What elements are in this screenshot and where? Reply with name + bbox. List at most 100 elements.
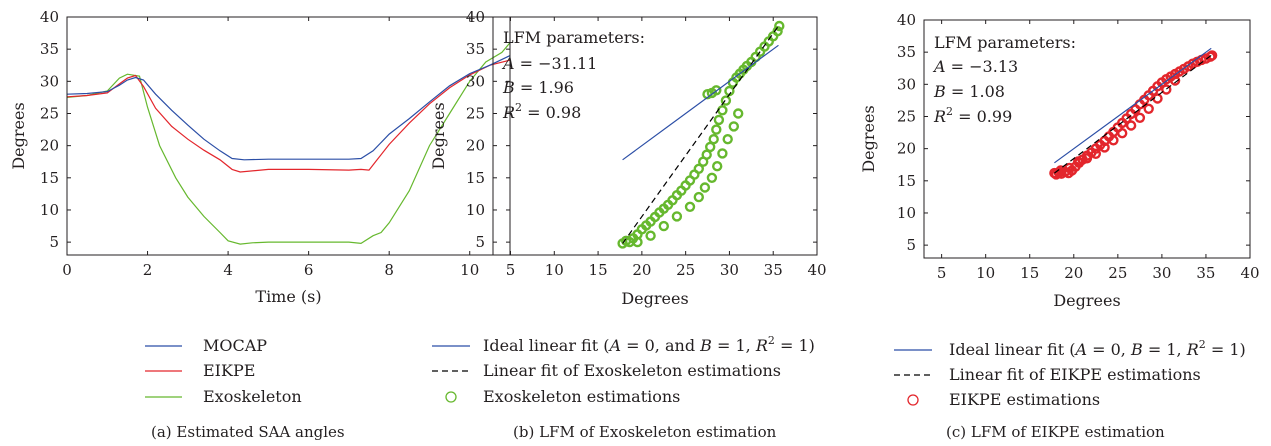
panel-c-caption: (c) LFM of EIKPE estimation bbox=[946, 423, 1165, 441]
panel-a: 0 2 4 6 8 10 5 10 15 20 25 30 35 40 Time (s) Degrees… bbox=[9, 8, 511, 441]
scatter-point bbox=[774, 20, 785, 32]
y-tick-label: 15 bbox=[897, 172, 916, 190]
scatter-point bbox=[1206, 50, 1218, 61]
panel-b-annotation-title: LFM parameters: bbox=[503, 28, 645, 47]
linear-fit-line bbox=[1054, 54, 1212, 174]
scatter-point bbox=[693, 163, 704, 175]
panel-a-legend: MOCAP EIKPE Exoskeleton bbox=[145, 336, 302, 406]
panel-b-plot-area bbox=[492, 16, 818, 256]
x-tick-label: 30 bbox=[720, 261, 739, 279]
panel-a-ylabel: Degrees bbox=[9, 102, 28, 169]
scatter-point bbox=[658, 220, 669, 232]
y-tick-label: 5 bbox=[906, 236, 916, 254]
panel-c-ylabel: Degrees bbox=[859, 105, 878, 172]
x-tick-label: 2 bbox=[143, 261, 153, 279]
y-tick-label: 20 bbox=[897, 140, 916, 158]
panel-b-annotation-b: B = 1.96 bbox=[502, 78, 574, 97]
panel-b-legend: Ideal linear fit (A = 0, and B = 1, R2 =… bbox=[432, 334, 815, 406]
panel-a-y-ticks: 5 10 15 20 25 30 35 40 bbox=[40, 8, 510, 251]
y-tick-label: 40 bbox=[466, 8, 485, 26]
scatter-point bbox=[1161, 84, 1172, 95]
scatter-point bbox=[1072, 156, 1084, 167]
y-tick-label: 10 bbox=[40, 201, 59, 219]
x-tick-label: 20 bbox=[632, 261, 651, 279]
scatter-point bbox=[772, 26, 783, 37]
x-tick-label: 35 bbox=[1196, 264, 1215, 282]
y-tick-label: 35 bbox=[466, 40, 485, 58]
scatter-point bbox=[1143, 103, 1154, 115]
panel-c-marks-group bbox=[1049, 47, 1218, 180]
panel-a-series-group bbox=[67, 42, 510, 245]
panel-b-x-ticks: 5 10 15 20 25 30 35 40 bbox=[506, 17, 827, 279]
y-tick-label: 35 bbox=[40, 40, 59, 58]
y-tick-label: 25 bbox=[897, 107, 916, 125]
scatter-point bbox=[717, 105, 728, 116]
y-tick-label: 25 bbox=[40, 104, 59, 122]
panel-a-caption: (a) Estimated SAA angles bbox=[151, 423, 345, 441]
scatter-point bbox=[717, 148, 728, 159]
x-tick-label: 10 bbox=[460, 261, 479, 279]
panel-b-marks-group bbox=[617, 20, 785, 249]
panel-b-axes-box bbox=[492, 16, 818, 256]
linear-fit-line bbox=[622, 25, 779, 244]
panel-b-annotation-r2: R2 = 0.98 bbox=[502, 101, 581, 122]
x-tick-label: 15 bbox=[589, 261, 608, 279]
y-tick-label: 10 bbox=[897, 204, 916, 222]
y-tick-label: 30 bbox=[466, 72, 485, 90]
panel-c-annotation-title: LFM parameters: bbox=[934, 33, 1076, 52]
x-tick-label: 10 bbox=[545, 261, 564, 279]
x-tick-label: 40 bbox=[807, 261, 826, 279]
y-tick-label: 5 bbox=[49, 233, 59, 251]
legend-label-mocap: MOCAP bbox=[203, 336, 267, 355]
panel-c-plot-area bbox=[923, 19, 1251, 259]
x-tick-label: 4 bbox=[223, 261, 233, 279]
x-tick-label: 0 bbox=[62, 261, 72, 279]
x-tick-label: 10 bbox=[976, 264, 995, 282]
panel-b-ylabel: Degrees bbox=[429, 102, 448, 169]
panel-c-xlabel: Degrees bbox=[1053, 291, 1120, 310]
panel-b-annotation: LFM parameters: A = −31.11 B = 1.96 R2 =… bbox=[501, 28, 645, 122]
scatter-point bbox=[722, 133, 733, 145]
scatter-point bbox=[728, 121, 739, 132]
y-tick-label: 20 bbox=[40, 137, 59, 155]
y-tick-label: 30 bbox=[897, 75, 916, 93]
x-tick-label: 40 bbox=[1240, 264, 1259, 282]
scatter-point bbox=[1090, 148, 1102, 160]
panel-c-x-ticks: 5 10 15 20 25 30 35 40 bbox=[937, 20, 1260, 282]
scatter-point bbox=[706, 172, 718, 184]
scatter-point bbox=[733, 108, 744, 119]
scatter-point bbox=[1116, 127, 1128, 139]
panel-a-x-ticks: 0 2 4 6 8 10 bbox=[62, 17, 479, 279]
y-tick-label: 5 bbox=[475, 233, 485, 251]
scatter-point bbox=[708, 133, 719, 145]
scatter-point bbox=[1125, 120, 1137, 131]
scatter-point bbox=[713, 114, 725, 126]
legend-marker-eikpe-estimations bbox=[907, 394, 919, 406]
panel-a-xlabel: Time (s) bbox=[255, 287, 321, 306]
scatter-point bbox=[1064, 162, 1075, 174]
series-line-eikpe bbox=[67, 59, 510, 173]
y-tick-label: 40 bbox=[40, 8, 59, 26]
legend-label-exoskeleton-estimations: Exoskeleton estimations bbox=[483, 387, 680, 406]
scatter-point bbox=[693, 191, 704, 203]
x-tick-label: 25 bbox=[1108, 264, 1127, 282]
panel-c-legend: Ideal linear fit (A = 0, B = 1, R2 = 1) … bbox=[894, 338, 1246, 409]
x-tick-label: 35 bbox=[764, 261, 783, 279]
x-tick-label: 30 bbox=[1152, 264, 1171, 282]
scatter-point bbox=[1169, 75, 1181, 86]
panel-c-y-ticks: 5 10 15 20 25 30 35 40 bbox=[897, 11, 1250, 254]
x-tick-label: 8 bbox=[384, 261, 394, 279]
scatter-point bbox=[711, 85, 722, 96]
x-tick-label: 15 bbox=[1020, 264, 1039, 282]
legend-label-ideal-fit: Ideal linear fit (A = 0, B = 1, R2 = 1) bbox=[949, 338, 1246, 359]
y-tick-label: 20 bbox=[466, 137, 485, 155]
scatter-point bbox=[1055, 165, 1066, 176]
panel-b-xlabel: Degrees bbox=[621, 289, 688, 308]
scatter-point bbox=[1134, 112, 1146, 124]
scatter-point bbox=[645, 230, 656, 241]
y-tick-label: 15 bbox=[40, 169, 59, 187]
scatter-point bbox=[684, 201, 696, 213]
scatter-point bbox=[671, 211, 683, 222]
